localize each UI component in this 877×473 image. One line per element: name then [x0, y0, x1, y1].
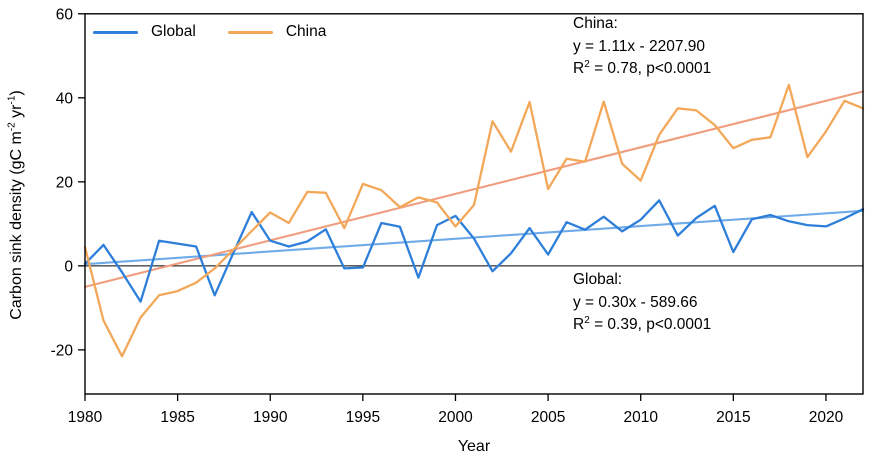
x-tick-label: 2010 [623, 409, 658, 426]
x-tick-label: 1985 [160, 409, 194, 426]
y-tick-label: 0 [64, 258, 73, 275]
x-axis-label: Year [457, 438, 491, 455]
global-annotation-r2: R2 = 0.39, p<0.0001 [573, 314, 712, 333]
x-tick-label: 2020 [809, 409, 844, 426]
global-annotation-title: Global: [573, 271, 623, 288]
china-annotation-equation: y = 1.11x - 2207.90 [573, 37, 705, 55]
legend-item-china: China [227, 23, 327, 41]
global-series-line [83, 199, 865, 303]
y-tick-label: 60 [56, 6, 74, 23]
x-tick-label: 1990 [253, 409, 288, 426]
china-regression-annotation: China: y = 1.11x - 2207.90 R2 = 0.78, p<… [573, 13, 711, 81]
china-annotation-r2: R2 = 0.78, p<0.0001 [573, 58, 712, 77]
china-trend-line [83, 90, 865, 288]
plot-frame [84, 13, 864, 395]
chart-legend: Global China [93, 23, 326, 41]
china-line-swatch [227, 30, 273, 34]
y-axis-label: Carbon sink density (gC m-2 yr-1) [6, 90, 25, 320]
legend-item-global: Global [93, 23, 196, 41]
y-tick-label: 20 [56, 174, 74, 191]
x-tick-label: 2000 [438, 409, 473, 426]
x-tick-label: 2005 [531, 409, 565, 426]
y-tick-label: 40 [56, 90, 74, 107]
x-tick-label: 1995 [346, 409, 380, 426]
legend-label-china: China [285, 23, 327, 40]
global-regression-annotation: Global: y = 0.30x - 589.66 R2 = 0.39, p<… [573, 269, 711, 337]
global-annotation-equation: y = 0.30x - 589.66 [573, 293, 698, 311]
legend-label-global: Global [151, 23, 196, 40]
y-tick-label: -20 [51, 342, 74, 359]
global-line-swatch [93, 30, 138, 34]
x-tick-label: 1980 [68, 409, 103, 426]
x-tick-label: 2015 [716, 409, 750, 426]
china-annotation-title: China: [573, 15, 618, 32]
china-series-line [83, 83, 865, 358]
